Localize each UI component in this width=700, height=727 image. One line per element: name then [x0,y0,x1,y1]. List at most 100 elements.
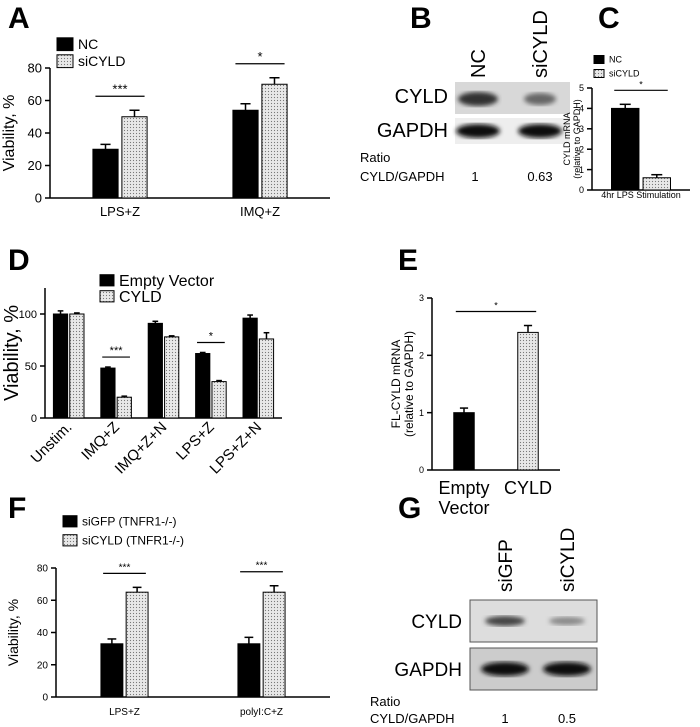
bar [242,317,258,419]
band [481,662,529,676]
bar [52,313,69,419]
x-tick-label: LPS+Z [109,707,140,718]
legend-swatch [62,534,78,547]
bar [121,116,148,199]
panel-label: D [8,244,30,277]
bar [100,643,124,698]
x-tick-label: CYLD [504,478,552,498]
y-axis-label: CYLD mRNA(relative to GAPDH) [562,99,582,179]
significance-label: *** [256,561,268,572]
y-tick-label: 100 [19,309,37,321]
legend-swatch [593,55,605,64]
bar [147,322,163,419]
legend-label: Empty Vector [119,273,215,290]
ratio-name: CYLD/GAPDH [360,169,445,184]
y-axis-label: Viability, % [5,599,21,666]
significance-label: * [639,79,643,89]
y-tick-label: 3 [419,293,424,303]
y-tick-label: 80 [28,61,42,76]
y-tick-label: 50 [25,361,37,373]
x-tick-label: IMQ+Z+N [112,419,171,478]
y-tick-label: 40 [37,628,49,639]
y-label-line: FL-CYLD mRNA [389,340,403,429]
legend-label: NC [609,55,622,65]
y-axis-label: FL-CYLD mRNA(relative to GAPDH) [389,331,416,437]
y-tick-label: 4 [579,104,584,114]
bar [642,177,671,191]
significance-label: * [494,301,498,311]
panel-label: F [8,492,26,525]
x-tick-label: Empty Vector [438,478,489,518]
panel-label: B [410,2,432,35]
y-tick-label: 1 [419,408,424,418]
bar [453,412,475,471]
y-tick-label: 3 [579,124,584,134]
x-label-line: Empty [438,478,489,498]
y-tick-label: 0 [419,465,424,475]
bar [125,591,149,698]
y-tick-label: 0 [579,185,584,195]
legend-label: CYLD [119,289,162,306]
legend-label: siCYLD [609,69,640,79]
row-label: CYLD [395,86,448,108]
y-tick-label: 60 [37,596,49,607]
significance-label: *** [112,81,127,96]
significance-label: *** [119,562,131,573]
lane-label: NC [468,49,490,78]
y-tick-label: 2 [579,144,584,154]
legend-label: siGFP (TNFR1-/-) [82,515,176,529]
x-tick-label: IMQ+Z [78,419,123,464]
y-axis-label: Viability, % [1,305,23,401]
bar [100,367,116,419]
ratio-title: Ratio [360,150,390,165]
bar [92,148,119,199]
x-tick-label: LPS+Z+N [207,419,266,478]
bar [164,336,180,419]
bar [261,83,288,199]
x-label-line: Vector [438,498,489,518]
y-tick-label: 0 [35,191,42,206]
band [485,616,525,626]
ratio-value: 1 [501,711,508,726]
band [549,617,585,625]
y-tick-label: 5 [579,83,584,93]
x-tick-label: IMQ+Z [240,204,280,219]
ratio-value: 0.63 [527,169,552,184]
ratio-value: 1 [471,169,478,184]
x-tick-label: polyI:C+Z [240,707,283,718]
legend-swatch [99,290,115,303]
x-tick-label: Unstim. [28,419,76,467]
bar [116,396,132,419]
panel-label: A [8,2,30,35]
y-tick-label: 40 [28,126,42,141]
y-tick-label: 60 [28,93,42,108]
y-tick-label: 0 [42,693,48,704]
lane-label: siCYLD [558,528,579,592]
panel-label: C [598,2,620,35]
y-label-line: (relative to GAPDH) [402,331,416,437]
ratio-title: Ratio [370,694,400,709]
row-label: GAPDH [377,120,448,142]
band [518,124,562,138]
legend-swatch [56,54,74,69]
band [458,92,498,106]
legend-label: siCYLD [78,53,125,69]
panel-label: E [398,244,418,277]
band [543,662,591,676]
bar [69,313,85,419]
legend-swatch [99,274,115,287]
y-tick-label: 2 [419,350,424,360]
band [524,93,556,105]
band [456,124,500,138]
legend-swatch [62,515,78,528]
y-label-line: CYLD mRNA [562,112,572,165]
x-tick-label: 4hr LPS Stimulation [601,190,681,200]
significance-label: * [257,49,262,64]
legend-swatch [593,69,605,78]
bar [262,591,286,698]
x-tick-label: LPS+Z [100,204,140,219]
y-tick-label: 80 [37,564,49,575]
legend-swatch [56,37,74,52]
y-tick-label: 1 [579,165,584,175]
